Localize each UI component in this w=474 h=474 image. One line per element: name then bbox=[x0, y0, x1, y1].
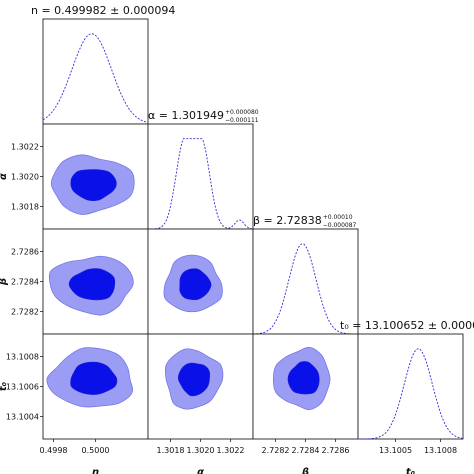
x-tick-label: 2.7284 bbox=[292, 446, 320, 455]
title-b: β = 2.72838 bbox=[253, 214, 322, 227]
panel-frame bbox=[147, 228, 254, 335]
hist-curve-t0 bbox=[358, 348, 464, 440]
y-tick-label: 1.3022 bbox=[11, 143, 39, 152]
panel-a-a bbox=[147, 123, 254, 230]
x-axis-label-b: β bbox=[301, 467, 309, 474]
hist-curve-n bbox=[42, 33, 149, 123]
y-tick-label: 2.7284 bbox=[11, 278, 39, 287]
y-tick-label: 1.3020 bbox=[11, 173, 39, 182]
panel-frame bbox=[357, 333, 464, 440]
title-a: α = 1.301949 bbox=[148, 109, 224, 122]
title-b-upper-error: +0.00010 bbox=[323, 214, 353, 221]
contour-1sigma bbox=[177, 362, 211, 397]
panel-t0-b bbox=[252, 333, 359, 440]
x-tick-label: 1.3018 bbox=[157, 446, 185, 455]
y-axis-label-t0: t₀ bbox=[0, 381, 9, 391]
hist-curve-b bbox=[252, 243, 358, 335]
panel-frame bbox=[147, 123, 254, 230]
x-tick-label: 2.7286 bbox=[322, 446, 350, 455]
y-tick-label: 1.3018 bbox=[11, 203, 39, 212]
panel-t0-a bbox=[147, 333, 254, 440]
x-axis-label-a: α bbox=[197, 467, 204, 474]
x-tick-label: 1.3020 bbox=[187, 446, 215, 455]
y-tick-label: 2.7282 bbox=[11, 308, 39, 317]
x-axis-label-n: n bbox=[92, 467, 99, 474]
panel-n-n bbox=[42, 18, 149, 125]
panel-t0-n bbox=[42, 333, 149, 440]
panel-a-n bbox=[42, 123, 149, 230]
title-t0: t₀ = 13.100652 ± 0.000094 bbox=[340, 319, 474, 332]
hist-curve-a bbox=[148, 138, 254, 230]
title-a-upper-error: +0.000080 bbox=[225, 109, 259, 116]
y-axis-label-b: β bbox=[0, 278, 9, 286]
x-tick-label: 2.7282 bbox=[262, 446, 290, 455]
y-tick-label: 13.1008 bbox=[6, 353, 39, 362]
contour-1sigma bbox=[179, 268, 212, 301]
contour-1sigma bbox=[70, 169, 117, 201]
x-axis-label-t0: t₀ bbox=[406, 467, 416, 474]
x-tick-label: 13.1008 bbox=[424, 446, 457, 455]
panel-b-b bbox=[252, 228, 359, 335]
y-tick-label: 2.7286 bbox=[11, 248, 39, 257]
y-tick-label: 13.1006 bbox=[6, 383, 39, 392]
x-tick-label: 0.4998 bbox=[40, 446, 68, 455]
title-n: n = 0.499982 ± 0.000094 bbox=[31, 4, 175, 17]
title-b-lower-error: −0.000087 bbox=[323, 222, 357, 229]
y-axis-label-a: α bbox=[0, 173, 9, 180]
contour-1sigma bbox=[70, 361, 118, 395]
panel-t0-t0 bbox=[357, 333, 464, 440]
panel-frame bbox=[252, 228, 359, 335]
panel-b-a bbox=[147, 228, 254, 335]
panel-b-n bbox=[42, 228, 149, 335]
contour-1sigma bbox=[68, 268, 116, 301]
panels bbox=[42, 18, 464, 440]
panel-frame bbox=[42, 18, 149, 125]
y-tick-label: 13.1004 bbox=[6, 413, 39, 422]
x-tick-label: 0.5000 bbox=[82, 446, 110, 455]
contour-1sigma bbox=[287, 361, 320, 395]
x-tick-label: 1.3022 bbox=[217, 446, 245, 455]
x-tick-label: 13.1005 bbox=[379, 446, 412, 455]
title-a-lower-error: −0.000111 bbox=[225, 117, 259, 124]
